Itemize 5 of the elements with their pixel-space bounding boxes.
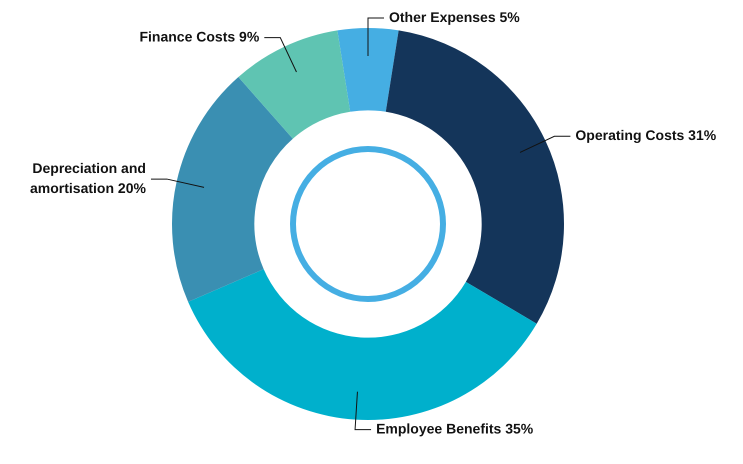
slice-label: Depreciation and amortisation 20% — [30, 160, 146, 196]
slice-label: Other Expenses 5% — [389, 8, 520, 25]
slice-label: Employee Benefits 35% — [376, 420, 534, 436]
slice-label: Operating Costs 31% — [575, 127, 717, 144]
slice-label: Finance Costs 9% — [139, 28, 260, 44]
